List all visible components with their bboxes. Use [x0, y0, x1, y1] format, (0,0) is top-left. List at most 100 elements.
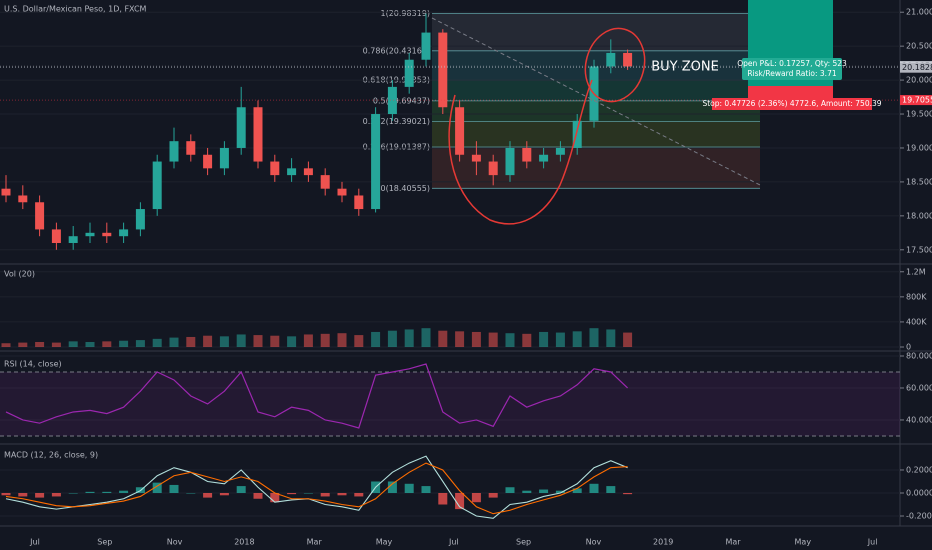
- y-tick-label: 0: [906, 343, 911, 352]
- volume-bar: [169, 337, 179, 347]
- candle-body: [169, 141, 179, 162]
- long-position: Open P&L: 0.17257, Qty: 523 Risk/Reward …: [702, 0, 882, 110]
- volume-bar: [51, 342, 61, 347]
- macd-histogram: [270, 492, 280, 503]
- volume-bar: [236, 334, 246, 347]
- marks: 21.00000 20.50000 20.00000 19.50000 19.00000…: [0, 8, 932, 547]
- macd-histogram: [606, 486, 616, 493]
- buy-zone-annotation: BUY ZONE: [651, 60, 719, 75]
- fib-label: 0.236(19.01387): [363, 143, 430, 152]
- volume-title: Vol (20): [4, 270, 35, 279]
- y-tick-label: 20.50000: [906, 42, 932, 51]
- trend-line: [431, 17, 761, 186]
- candle-body: [270, 161, 280, 176]
- macd-histogram: [337, 492, 347, 496]
- volume-bar: [387, 330, 397, 347]
- macd-histogram: [51, 492, 61, 497]
- macd-histogram: [387, 481, 397, 493]
- candle-body: [522, 147, 532, 162]
- x-tick-label: 2019: [653, 538, 673, 547]
- y-tick-label: 19.00000: [906, 143, 932, 152]
- candle-body: [253, 107, 263, 162]
- macd-histogram: [1, 492, 11, 496]
- y-tick-label: 19.50000: [906, 110, 932, 119]
- macd-histogram: [85, 491, 95, 493]
- price-tag-label: 20.18285: [902, 63, 932, 72]
- x-tick-label: May: [795, 538, 812, 547]
- macd-histogram: [505, 487, 515, 493]
- macd-histogram: [488, 492, 498, 498]
- fib-band: [432, 13, 760, 51]
- macd-histogram: [303, 492, 313, 494]
- y-tick-label: 1.2M: [906, 267, 926, 276]
- candle-body: [606, 52, 616, 67]
- candle-body: [623, 52, 633, 67]
- macd-line: [5, 455, 628, 519]
- candle-body: [287, 168, 297, 176]
- volume-bar: [85, 341, 95, 347]
- volume-bar: [135, 340, 145, 347]
- x-tick-label: Jul: [448, 538, 459, 547]
- rsi-title: RSI (14, close): [4, 360, 62, 369]
- hand-drawing: [448, 79, 593, 225]
- candle-body: [102, 232, 112, 237]
- volume-bar: [471, 331, 481, 347]
- candle-body: [119, 229, 129, 237]
- volume-bar: [488, 332, 498, 347]
- pl-label: Open P&L: 0.17257, Qty: 523: [737, 59, 847, 68]
- volume-bar: [102, 341, 112, 347]
- candle-body: [68, 236, 78, 243]
- macd-histogram: [35, 492, 45, 498]
- macd-histogram: [522, 490, 532, 493]
- macd-histogram: [169, 484, 179, 493]
- volume-bar: [522, 333, 532, 347]
- x-tick-label: Nov: [167, 538, 183, 547]
- y-tick-label: 0.2000: [906, 465, 932, 474]
- stop-label: Stop: 0.47726 (2.36%) 4772.6, Amount: 75…: [702, 99, 881, 108]
- volume-bar: [572, 331, 582, 347]
- macd-histogram: [539, 489, 549, 493]
- y-tick-label: 20.00000: [906, 76, 932, 85]
- macd-histogram: [186, 492, 196, 494]
- fib-label: 0.382(19.39021): [363, 117, 430, 126]
- candle-body: [488, 161, 498, 176]
- y-tick-label: 0.0000: [906, 488, 932, 497]
- macd-histogram: [119, 490, 129, 493]
- candle-body: [1, 188, 11, 196]
- volume-bar: [186, 336, 196, 347]
- volume-bar: [152, 338, 162, 347]
- y-tick-label: 40.0000: [906, 415, 932, 424]
- x-tick-label: Jul: [29, 538, 40, 547]
- y-tick-label: 800K: [906, 292, 927, 301]
- volume-bar: [404, 329, 414, 347]
- candle-body: [354, 195, 364, 210]
- y-tick-label: 21.00000: [906, 8, 932, 17]
- volume-bar: [253, 335, 263, 347]
- volume-bar: [270, 335, 280, 347]
- macd-histogram: [253, 492, 263, 499]
- volume-bar: [539, 331, 549, 347]
- macd-histogram: [455, 492, 465, 510]
- candle-body: [236, 107, 246, 148]
- volume-bar: [589, 328, 599, 347]
- price-tag-label: 19.70559: [902, 96, 932, 105]
- macd-histogram: [421, 486, 431, 493]
- candle-body: [539, 154, 549, 162]
- x-tick-label: Mar: [725, 538, 741, 547]
- macd-histogram: [354, 492, 364, 497]
- y-tick-label: 17.50000: [906, 245, 932, 254]
- volume-bar: [35, 341, 45, 347]
- candle-body: [186, 141, 196, 155]
- macd-histogram: [18, 492, 28, 497]
- candle-body: [455, 107, 465, 155]
- fib-label: 0(18.40555): [380, 184, 430, 193]
- macd-histogram: [572, 488, 582, 493]
- candle-body: [152, 161, 162, 210]
- fib-label: 1(20.98319): [380, 9, 430, 18]
- fib-label: 0.5(19.69437): [373, 96, 430, 105]
- candle-body: [303, 168, 313, 176]
- volume-bar: [119, 340, 129, 347]
- x-tick-label: Mar: [307, 538, 323, 547]
- volume-bar: [505, 333, 515, 347]
